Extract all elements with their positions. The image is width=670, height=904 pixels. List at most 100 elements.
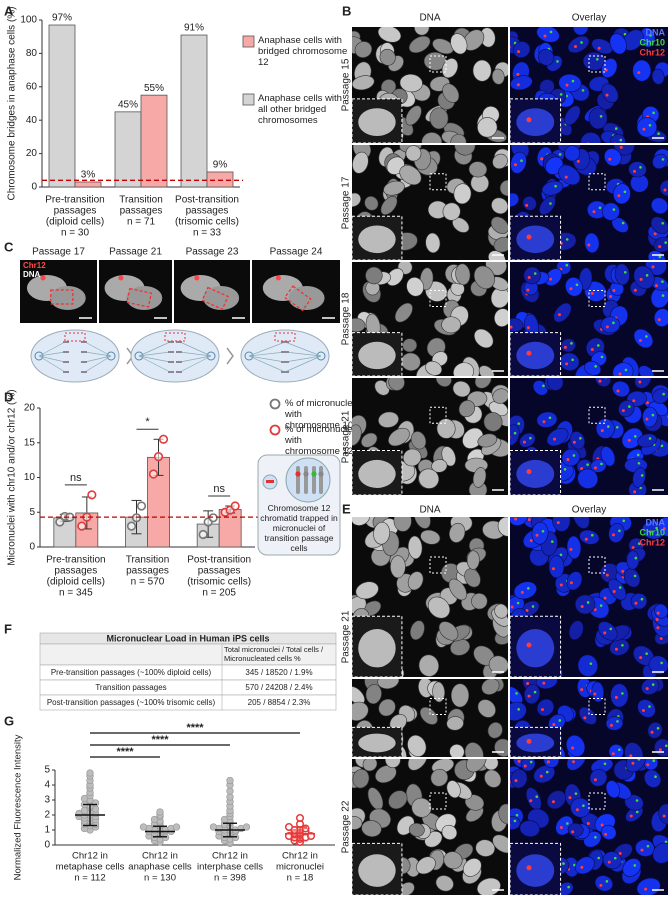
spot [525,204,528,207]
spot [542,385,545,388]
spot [573,441,576,444]
chromosome [281,371,287,373]
spot [521,591,524,594]
panel-label: F [4,621,12,636]
y-tick-label: 100 [20,15,37,26]
spot [566,264,569,267]
spot [618,530,621,533]
x-tick-label: n = 30 [61,228,90,239]
spot [628,405,631,408]
spot [527,326,530,329]
x-tick-label: passages [126,566,169,577]
spot [565,84,568,87]
legend-label: DNA [23,270,41,279]
spot [553,438,556,441]
spot [534,272,537,275]
inset-nucleus [358,226,395,254]
spot [651,265,654,268]
spot [632,399,635,402]
nucleus [632,60,651,82]
spot [659,748,662,751]
table-cell: 570 / 24208 / 2.4% [245,683,312,692]
spot [636,811,639,814]
legend-label: DNA [646,517,666,527]
spot [598,380,601,383]
spot [508,46,511,49]
spot [601,824,604,827]
spot [600,604,603,607]
value-label: 3% [81,170,96,181]
y-tick-label: 40 [26,115,38,126]
spot [641,598,644,601]
chromosome [312,466,316,494]
spot [599,884,602,887]
spot [645,335,648,338]
arrow [227,348,233,364]
value-label: 97% [52,13,72,24]
significance-label: * [145,416,150,428]
significance-label: **** [151,734,169,746]
y-axis-label: Micronuclei with chr10 and/or chr12 (%) [7,389,18,565]
inset-spot [526,643,531,648]
spot [569,287,572,290]
spot [612,322,615,325]
x-tick-label: passages [198,566,241,577]
spot [633,490,636,493]
inset-nucleus [516,629,554,667]
bar [181,35,207,187]
spot [649,124,652,127]
spot [591,292,594,295]
x-tick-label: passages [186,206,229,217]
spot [661,445,664,448]
spot [600,463,603,466]
spot [552,800,555,803]
y-tick-label: 10 [24,472,36,483]
nucleus [589,108,607,129]
spot [535,795,538,798]
table-header: Total micronuclei / Total cells / Micron… [224,645,334,663]
column-title: Overlay [572,505,606,516]
spot [530,761,533,764]
spot [657,612,660,615]
table-cell: Post-transition passages (~100% trisomic… [47,698,216,707]
micrograph [174,260,250,323]
spot [527,587,530,590]
micrograph [342,19,512,153]
spot [601,429,604,432]
data-point [78,522,86,530]
legend-swatch [243,36,254,47]
spot [532,605,535,608]
legend-label: DNA [646,27,666,37]
spot [565,362,568,365]
y-tick-label: 15 [24,437,36,448]
data-point [87,770,94,777]
spot [514,163,517,166]
spot [658,318,661,321]
spot [542,682,545,685]
spot [515,692,518,695]
spot [615,696,618,699]
spot [559,153,562,156]
spot [646,274,649,277]
spot [528,518,531,521]
inset-nucleus [358,342,395,369]
spot [560,826,563,829]
significance-label: **** [186,722,204,734]
x-tick-label: n = 71 [127,217,156,228]
spot [515,779,518,782]
spot [554,185,557,188]
spot [639,656,642,659]
x-tick-label: n = 205 [202,588,236,599]
spot [586,463,589,466]
data-point [286,824,293,831]
column-title: DNA [419,13,440,24]
spot [656,626,659,629]
inset-spot [526,469,531,474]
x-tick-label: Chr12 in [142,851,178,862]
data-point [231,502,239,510]
y-axis-label: Chromosome bridges in anaphase cells (%) [7,7,18,201]
micrograph [502,250,670,387]
spot [612,752,615,755]
data-point [173,824,180,831]
chromosome [81,371,87,373]
